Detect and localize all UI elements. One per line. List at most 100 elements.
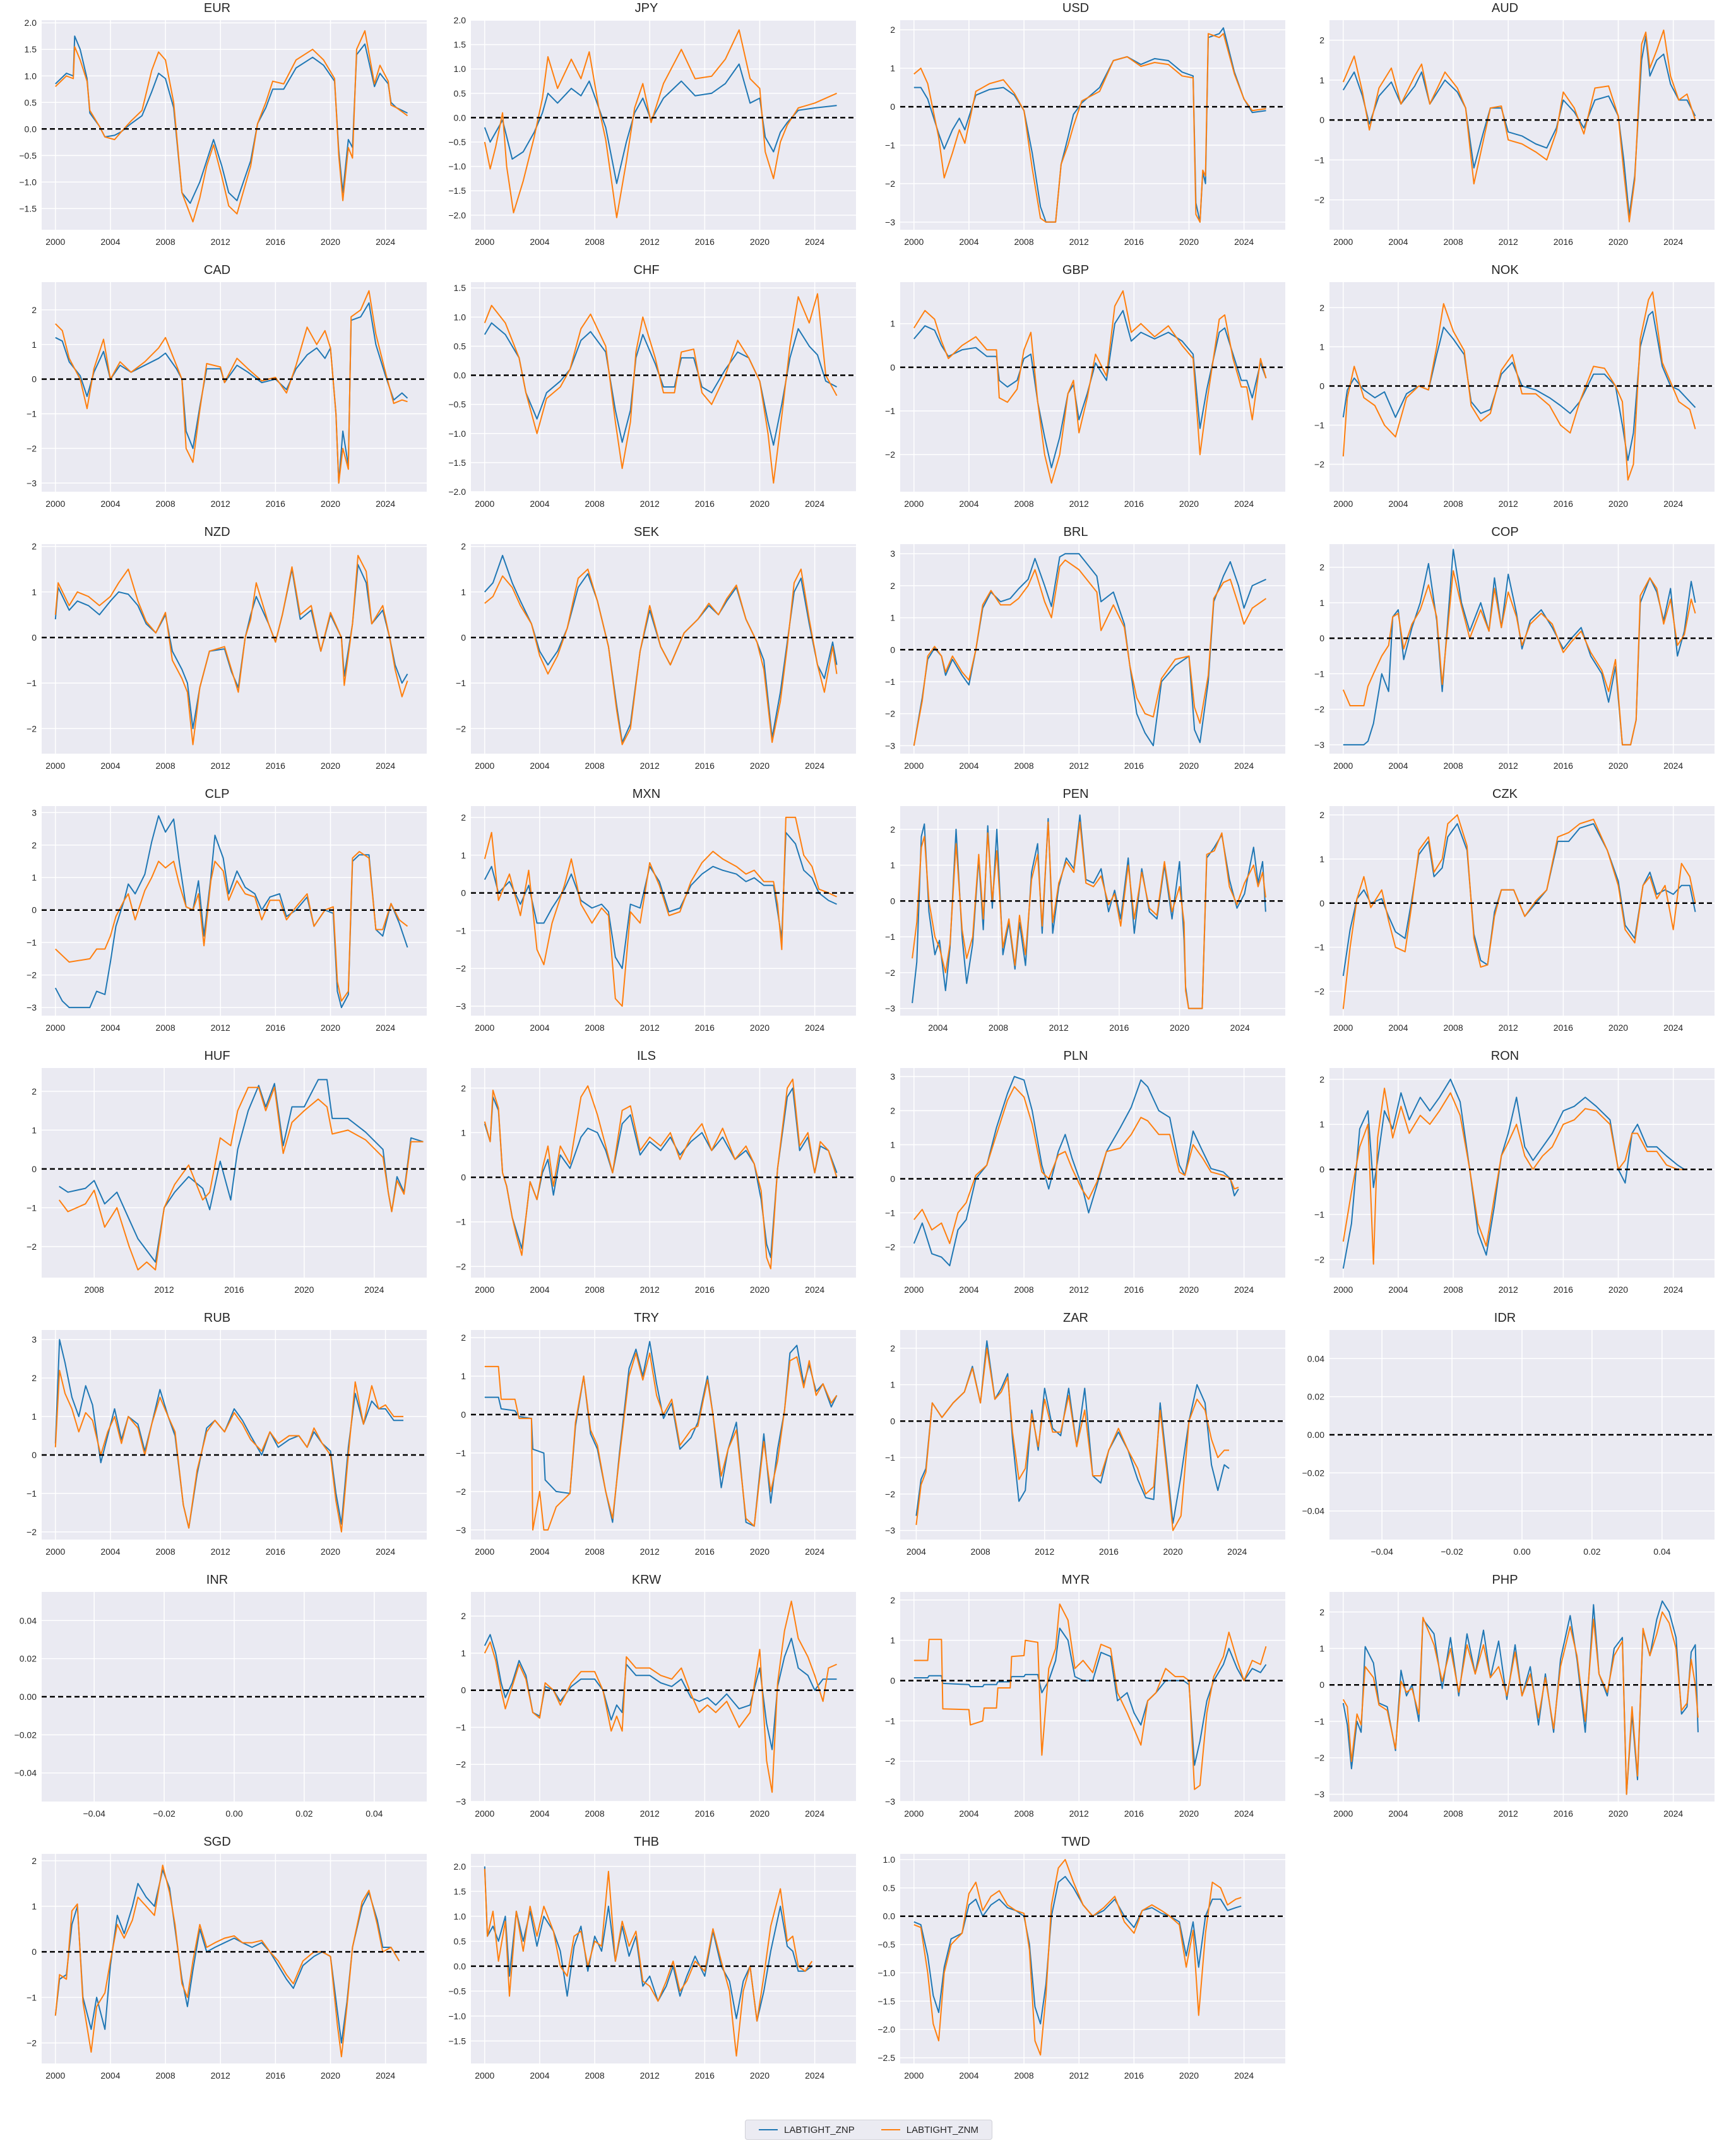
x-tick-label: 2008: [585, 499, 604, 509]
plot-area: [1329, 1592, 1715, 1802]
x-tick-label: 2012: [640, 1285, 660, 1295]
chart-panel-czk: CZK 2000 2004 2008 2012 2016 2020 2024 −2 −1 0 1 2: [1290, 786, 1720, 1048]
y-tick-label: 1: [461, 1127, 466, 1137]
y-tick-label: 2: [1319, 810, 1324, 820]
x-tick-label: 2000: [475, 1808, 494, 1819]
y-tick-label: −1: [456, 678, 466, 688]
plot-area: [471, 806, 856, 1016]
x-tick-label: 2016: [695, 1023, 715, 1033]
x-tick-label: 2016: [695, 761, 715, 771]
panel-title: HUF: [204, 1049, 230, 1063]
x-tick-label: 2008: [85, 1285, 104, 1295]
y-tick-label: 0: [890, 362, 895, 372]
y-tick-label: 1: [32, 1411, 37, 1422]
y-tick-label: −2: [27, 970, 37, 980]
y-tick-label: 0.5: [454, 1936, 467, 1946]
y-tick-label: −1: [1314, 1716, 1324, 1726]
y-tick-label: 0.5: [454, 341, 467, 351]
panel-title: THB: [634, 1835, 659, 1849]
line-chart: 2000 2004 2008 2012 2016 2020 2024 −2 −1 0 1 2: [1314, 282, 1715, 509]
y-tick-label: 0: [890, 1173, 895, 1184]
y-tick-label: 0: [461, 1172, 466, 1182]
panel-title: IDR: [1494, 1311, 1516, 1325]
x-tick-label: 2020: [750, 1546, 770, 1557]
x-tick-label: 2012: [1069, 2070, 1089, 2081]
x-tick-label: 2016: [266, 761, 285, 771]
x-tick-label: 2020: [321, 1546, 340, 1557]
series-line-labtight_znm: [912, 821, 1266, 1009]
x-tick-label: 2024: [1663, 237, 1683, 247]
x-tick-label: 0.04: [1653, 1546, 1670, 1557]
x-tick-label: 2012: [1069, 1285, 1089, 1295]
x-tick-label: 2000: [904, 761, 924, 771]
plot-area: [900, 1592, 1285, 1802]
line-chart: 2008 2012 2016 2020 2024 −2 −1 0 1 2: [27, 1068, 427, 1295]
line-chart: 2000 2004 2008 2012 2016 2020 2024 −2 −1 0 1: [885, 282, 1285, 509]
y-tick-label: 1.0: [883, 1855, 896, 1865]
panel-title: MYR: [1061, 1573, 1090, 1587]
x-tick-label: 2008: [155, 499, 175, 509]
line-chart: 2000 2004 2008 2012 2016 2020 2024 −1.5 −1.0 −0.5…: [448, 1854, 856, 2081]
line-chart: 2000 2004 2008 2012 2016 2020 2024 −2 −1 0 1 2 3: [27, 1330, 427, 1557]
chart-panel-idr: IDR −0.04 −0.02 0.00 0.02 0.04 −0.04 −0.02 0.00 0…: [1290, 1310, 1720, 1572]
y-tick-label: −0.5: [19, 150, 37, 160]
x-tick-label: 2020: [321, 499, 340, 509]
x-tick-label: 2008: [585, 1808, 604, 1819]
x-tick-label: 2004: [530, 237, 549, 247]
chart-panel-cad: CAD 2000 2004 2008 2012 2016 2020 2024 −3 −2 −1 0 1 2: [3, 262, 432, 525]
y-tick-label: 1: [890, 63, 895, 73]
panel-title: RUB: [203, 1311, 231, 1325]
series-line-labtight_znm: [58, 1086, 424, 1271]
x-tick-label: 2012: [640, 1546, 660, 1557]
panel-title: CZK: [1492, 787, 1518, 801]
x-tick-label: 2012: [1499, 761, 1518, 771]
y-tick-label: 0.00: [20, 1692, 37, 1702]
x-tick-label: 2020: [750, 1285, 770, 1295]
x-tick-label: 2016: [695, 499, 715, 509]
chart-panel-pln: PLN 2000 2004 2008 2012 2016 2020 2024 −2 −1 0 1 2 3: [861, 1048, 1290, 1310]
y-tick-label: −1: [456, 925, 466, 935]
y-tick-label: −2: [885, 1489, 895, 1499]
x-tick-label: 2020: [1179, 499, 1199, 509]
y-tick-label: 2: [1319, 1074, 1324, 1084]
x-tick-label: 2024: [1234, 237, 1254, 247]
panel-title: TRY: [634, 1311, 659, 1325]
x-tick-label: 2020: [750, 1808, 770, 1819]
x-tick-label: 2016: [1109, 1023, 1129, 1033]
series-line-labtight_znm: [913, 1859, 1242, 2056]
y-tick-label: 1: [1319, 1119, 1324, 1129]
x-tick-label: 2016: [224, 1285, 244, 1295]
x-tick-label: 2012: [1499, 1808, 1518, 1819]
x-tick-label: 2008: [585, 237, 604, 247]
legend-label-znm: LABTIGHT_ZNM: [906, 2124, 978, 2135]
x-tick-label: 2008: [585, 1023, 604, 1033]
x-tick-label: 2012: [640, 2070, 660, 2081]
x-tick-label: 2024: [1234, 1285, 1254, 1295]
x-tick-label: 2020: [1179, 1808, 1199, 1819]
y-tick-label: 0: [461, 888, 466, 898]
series-line-labtight_znp: [915, 1340, 1230, 1524]
line-chart: 2000 2004 2008 2012 2016 2020 2024 −3 −2 −1 0 1 2 3: [27, 806, 427, 1033]
line-chart: 2000 2004 2008 2012 2016 2020 2024 −2 −1 0 1 2: [27, 542, 427, 771]
y-tick-label: 1: [1319, 854, 1324, 864]
y-tick-label: 0: [890, 1416, 895, 1426]
x-tick-label: 2024: [376, 761, 395, 771]
line-chart: 2000 2004 2008 2012 2016 2020 2024 −3 −2 −1 0 1 2 3: [885, 544, 1285, 771]
chart-panel-mxn: MXN 2000 2004 2008 2012 2016 2020 2024 −3 −2 −1 0 1 2: [432, 786, 861, 1048]
y-tick-label: −1: [1314, 1209, 1324, 1220]
plot-area: [42, 20, 427, 230]
x-tick-label: 2008: [1443, 237, 1463, 247]
x-tick-label: 2008: [971, 1546, 990, 1557]
panel-title: PLN: [1063, 1049, 1088, 1063]
line-chart: 2000 2004 2008 2012 2016 2020 2024 −2 −1 0 1 2: [456, 542, 856, 771]
x-tick-label: 2004: [530, 499, 549, 509]
x-tick-label: 2016: [266, 1546, 285, 1557]
x-tick-label: 2004: [1388, 237, 1408, 247]
x-tick-label: 2012: [155, 1285, 174, 1295]
line-chart: 2000 2004 2008 2012 2016 2020 2024 −2 −1 0 1 2: [1314, 1068, 1715, 1295]
line-chart: 2000 2004 2008 2012 2016 2020 2024 −2.0 −1.5 −1.0…: [448, 282, 856, 509]
line-chart: 2000 2004 2008 2012 2016 2020 2024 −2 −1 0 1 2 3: [885, 1068, 1285, 1295]
x-tick-label: 2020: [294, 1285, 314, 1295]
x-tick-label: 2016: [695, 2070, 715, 2081]
y-tick-label: −0.04: [15, 1768, 37, 1778]
